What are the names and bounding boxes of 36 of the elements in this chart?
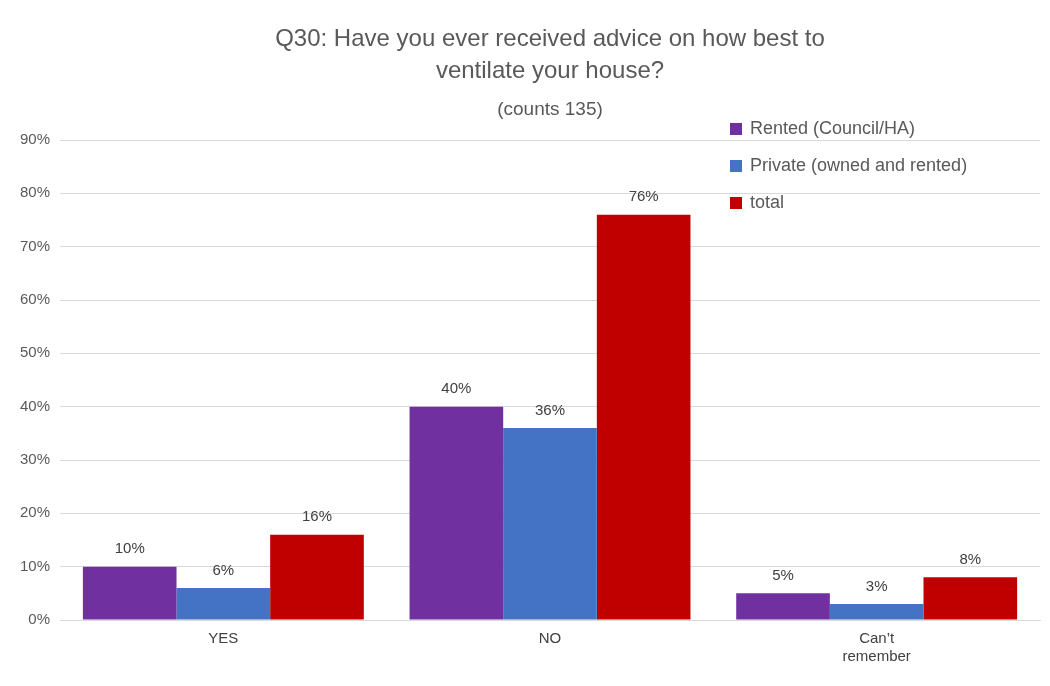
bar (503, 428, 597, 620)
y-tick-label: 0% (28, 610, 51, 628)
bar (829, 604, 924, 620)
legend-label: Private (owned and rented) (750, 155, 968, 176)
data-label: 16% (301, 507, 333, 525)
bar (923, 577, 1018, 620)
y-tick-label: 60% (19, 290, 51, 308)
bar (82, 566, 177, 620)
y-tick-label: 50% (19, 343, 51, 361)
chart-title: Q30: Have you ever received advice on how best to ventilate your house? (274, 23, 826, 85)
bar (409, 406, 504, 620)
bar (270, 534, 364, 620)
data-label: 36% (535, 400, 566, 418)
legend-label: Rented (Council/HA) (750, 118, 916, 139)
y-tick-label: 20% (19, 503, 51, 521)
x-tick-label: NO (538, 629, 562, 647)
data-label: 6% (212, 560, 235, 578)
chart-subtitle: (counts 135) (496, 98, 604, 120)
bar (596, 214, 691, 620)
data-label: 5% (772, 565, 794, 583)
x-tick-label: YES (208, 629, 239, 647)
bar (176, 588, 271, 620)
bar (736, 593, 830, 620)
x-tick-label: Can’t remember (842, 629, 911, 665)
data-label: 8% (959, 549, 982, 567)
y-tick-label: 90% (19, 130, 51, 148)
y-tick-label: 80% (19, 183, 51, 201)
legend-label: total (750, 192, 785, 213)
data-label: 3% (865, 576, 888, 594)
data-label: 10% (114, 539, 145, 557)
data-label: 76% (628, 187, 659, 205)
y-tick-label: 70% (19, 236, 51, 254)
y-tick-label: 30% (19, 450, 51, 468)
y-tick-label: 40% (19, 396, 51, 414)
data-label: 40% (441, 379, 472, 397)
y-tick-label: 10% (19, 556, 51, 574)
